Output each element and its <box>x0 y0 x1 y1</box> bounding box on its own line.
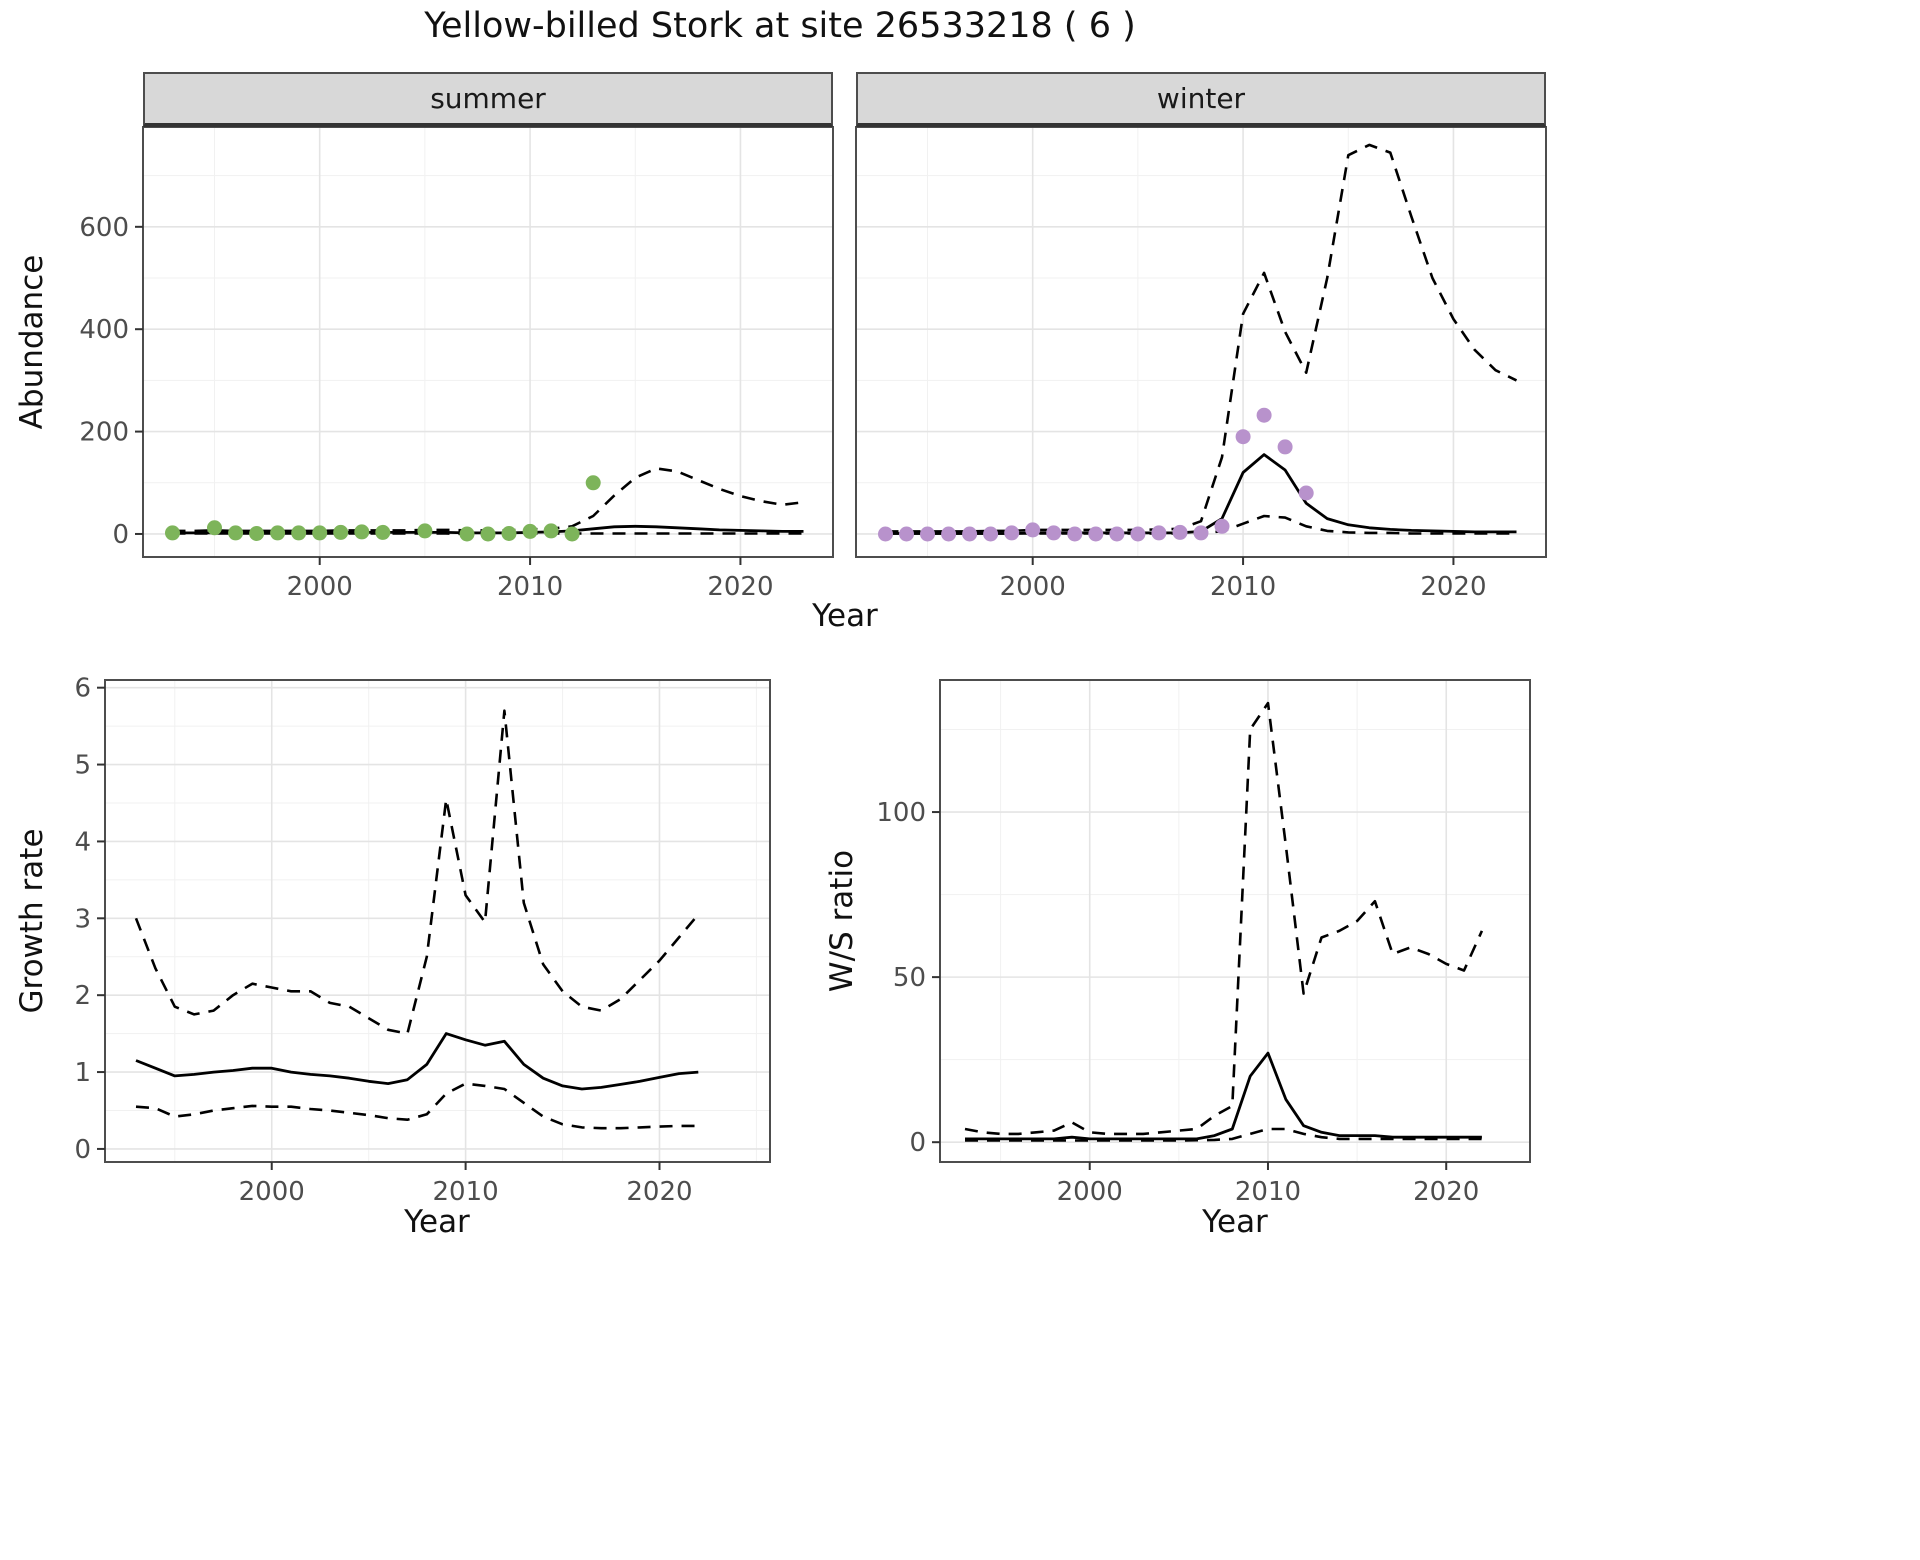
x-tick-label: 2020 <box>626 1177 692 1207</box>
abundance-y-axis-title: Abundance <box>14 254 50 430</box>
summer-observation-point <box>585 475 601 491</box>
summer-observation-point <box>375 524 391 540</box>
x-tick-label: 2010 <box>1235 1177 1301 1207</box>
summer-observation-point <box>228 525 244 541</box>
winter-observation-point <box>1109 526 1125 542</box>
y-tick-label: 5 <box>74 751 91 781</box>
winter-observation-point <box>1277 439 1293 455</box>
summer-observation-point <box>333 524 349 540</box>
x-tick-label: 2000 <box>287 572 353 602</box>
y-tick-label: 6 <box>74 674 91 704</box>
winter-observation-point <box>1214 518 1230 534</box>
x-tick-label: 2020 <box>707 572 773 602</box>
growth-upper-ci-line <box>134 709 700 1035</box>
growth-rate-x-axis-title: Year <box>404 1204 470 1240</box>
growth-rate-y-axis-title: Growth rate <box>14 828 50 1014</box>
winter-observation-point <box>899 526 914 542</box>
x-tick-label: 2020 <box>1420 572 1486 602</box>
winter-observation-point <box>1130 526 1146 542</box>
summer-panel: 2000 2010 2020 0 200 400 600 <box>79 126 834 602</box>
y-tick-label: 50 <box>893 963 926 993</box>
x-tick-label: 2000 <box>1057 1177 1123 1207</box>
growth-panel-border <box>104 679 771 1163</box>
growth-lower-ci-line <box>135 1082 699 1130</box>
y-tick-label: 0 <box>74 1135 91 1165</box>
x-tick-label: 2000 <box>1000 572 1066 602</box>
summer-observation-point <box>543 523 559 539</box>
winter-observation-point <box>920 526 935 542</box>
winter-observation-point <box>941 526 957 542</box>
winter-observation-point <box>878 526 893 542</box>
x-tick-label: 2020 <box>1413 1177 1479 1207</box>
y-tick-label: 400 <box>79 315 129 345</box>
y-tick-label: 0 <box>909 1128 926 1158</box>
winter-observation-point <box>1088 526 1104 542</box>
summer-observation-point <box>291 525 307 541</box>
winter-panel: 2000 2010 2020 <box>855 126 1547 602</box>
growth-median-line <box>135 1032 699 1091</box>
winter-observation-point <box>1067 526 1083 542</box>
y-tick-label: 3 <box>74 904 91 934</box>
winter-upper-ci-line <box>885 143 1518 533</box>
x-tick-label: 2010 <box>497 572 563 602</box>
figure-title: Yellow-billed Stork at site 26533218 ( 6… <box>424 6 1136 46</box>
winter-observation-point <box>983 526 999 542</box>
summer-observation-point <box>417 523 433 539</box>
facet-strip-summer: summer <box>143 72 833 127</box>
summer-observation-point <box>207 520 222 536</box>
winter-observation-point <box>1172 524 1188 540</box>
ws-ratio-y-axis-title: W/S ratio <box>824 849 860 993</box>
summer-observation-point <box>459 526 475 542</box>
summer-panel-background <box>143 127 833 557</box>
y-tick-label: 100 <box>876 798 926 828</box>
summer-observation-point <box>564 526 580 542</box>
facet-strip-winter: winter <box>856 72 1546 127</box>
summer-observation-point <box>312 525 328 541</box>
winter-observation-point <box>1004 525 1020 541</box>
winter-observation-point <box>1298 485 1314 501</box>
y-tick-label: 4 <box>74 827 91 857</box>
summer-observation-point <box>270 525 286 541</box>
winter-observation-point <box>1025 522 1041 538</box>
ws-upper-ci-line <box>964 701 1484 1136</box>
winter-observation-point <box>1235 429 1251 445</box>
winter-observation-point <box>1046 525 1062 541</box>
y-tick-label: 0 <box>112 520 129 550</box>
ws-median-line <box>965 1051 1482 1141</box>
growth-panel: 2000 2010 2020 0 1 2 3 4 5 6 <box>74 674 771 1207</box>
winter-observation-point <box>1193 525 1209 541</box>
x-tick-label: 2010 <box>433 1177 499 1207</box>
winter-panel-background <box>856 127 1546 557</box>
growth-panel-background <box>105 680 770 1162</box>
summer-observation-point <box>165 525 180 541</box>
summer-observation-point <box>354 524 370 540</box>
x-tick-label: 2000 <box>239 1177 305 1207</box>
winter-panel-border <box>855 126 1547 558</box>
y-tick-label: 2 <box>74 981 91 1011</box>
ws-panel-background <box>940 680 1530 1162</box>
summer-observation-point <box>480 526 496 542</box>
x-tick-label: 2010 <box>1210 572 1276 602</box>
summer-observation-point <box>249 526 265 541</box>
ws-ratio-x-axis-title: Year <box>1202 1204 1268 1240</box>
ws-panel: 2000 2010 2020 0 50 100 <box>876 679 1531 1207</box>
summer-observation-point <box>501 526 517 541</box>
abundance-x-axis-title: Year <box>812 598 878 634</box>
winter-observation-point <box>1256 407 1272 423</box>
winter-observation-point <box>1151 525 1167 541</box>
summer-observation-point <box>522 523 538 539</box>
y-tick-label: 1 <box>74 1058 91 1088</box>
winter-observation-point <box>962 526 978 542</box>
ws-panel-border <box>939 679 1531 1163</box>
y-tick-label: 600 <box>79 213 129 243</box>
y-tick-label: 200 <box>79 418 129 448</box>
summer-panel-border <box>142 126 834 558</box>
